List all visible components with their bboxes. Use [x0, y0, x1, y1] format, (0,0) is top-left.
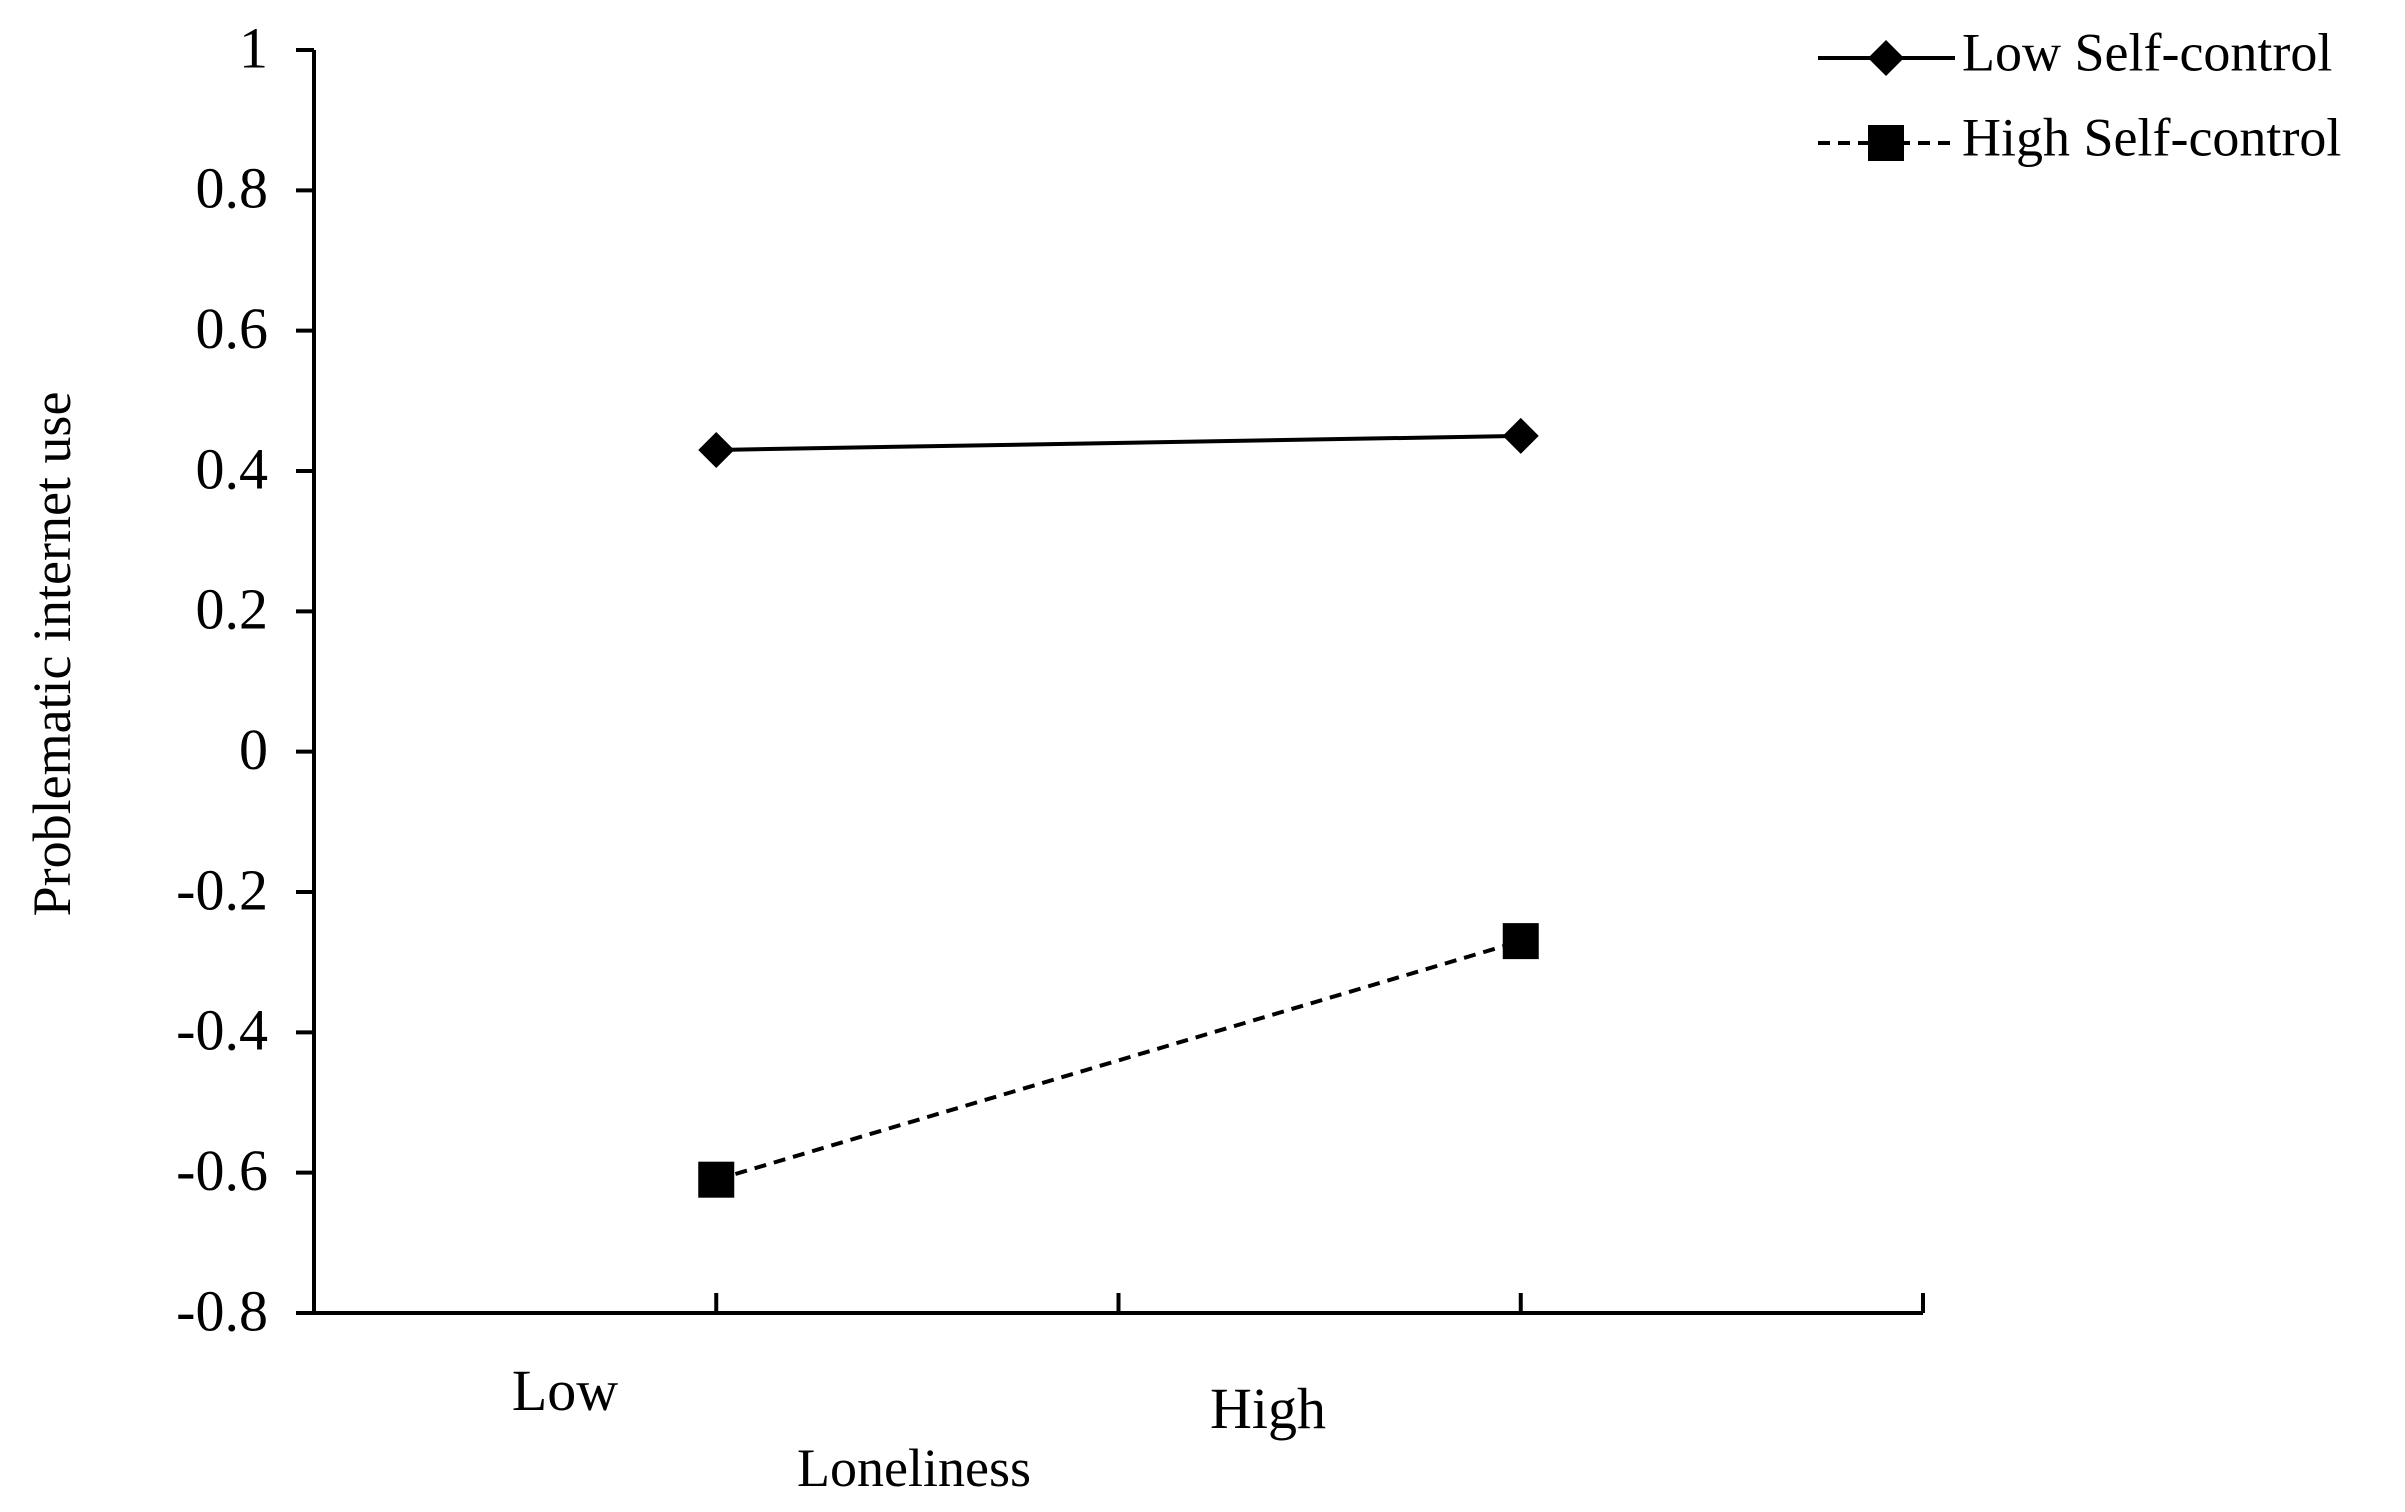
legend-marker-square [1868, 125, 1904, 161]
data-point-high-self-control-low [698, 1161, 735, 1198]
series-line-high-self-control [715, 939, 1522, 1182]
y-tick-label: 0.8 [196, 156, 269, 221]
y-tick-labels: 1 0.8 0.6 0.4 0.2 0 -0.2 -0.4 -0.6 -0.8 [176, 15, 268, 1343]
y-tick-label: 0.6 [196, 296, 269, 361]
x-tick-marks [312, 1293, 1925, 1313]
x-tick-label-low: Low [512, 1358, 618, 1423]
y-tick-label: -0.4 [176, 998, 268, 1063]
legend-label-low-self-control: Low Self-control [1962, 22, 2332, 82]
y-tick-label: -0.8 [176, 1278, 268, 1343]
y-axis-title: Problematic internet use [22, 392, 82, 917]
legend: Low Self-control High Self-control [1818, 22, 2341, 167]
y-tick-label: -0.6 [176, 1138, 268, 1203]
data-point-low-self-control-low [698, 431, 735, 468]
x-axis-title: Loneliness [797, 1438, 1031, 1498]
y-tick-label: 1 [239, 15, 268, 80]
series-layer [698, 417, 1539, 1198]
y-tick-marks [296, 48, 314, 1315]
y-tick-label: 0.4 [196, 436, 269, 501]
y-tick-label: -0.2 [176, 857, 268, 922]
y-tick-label: 0.2 [196, 577, 269, 642]
x-tick-label-high: High [1210, 1376, 1326, 1441]
y-tick-label: 0 [239, 717, 268, 782]
legend-label-high-self-control: High Self-control [1962, 107, 2341, 167]
legend-marker-diamond [1868, 40, 1904, 76]
data-point-high-self-control-high [1502, 923, 1539, 960]
series-line-low-self-control [716, 433, 1521, 452]
data-point-low-self-control-high [1502, 417, 1539, 454]
